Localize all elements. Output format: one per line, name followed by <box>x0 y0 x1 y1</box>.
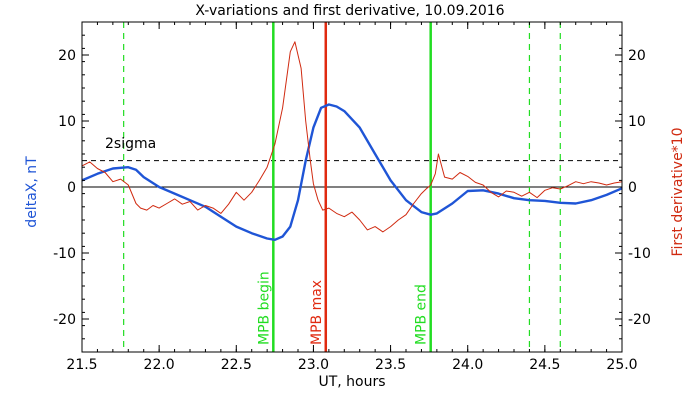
x-tick-label: 23.0 <box>298 357 329 373</box>
vertical-markers: MPB begin MPB max MPB end <box>123 22 561 352</box>
series-layer <box>81 41 623 242</box>
y-tick-label-left: -20 <box>53 312 76 328</box>
y-tick-label-left: 20 <box>58 48 76 64</box>
vline-label-mpb-end: MPB end <box>414 284 430 345</box>
y-tick-label-left: 0 <box>67 180 76 196</box>
x-tick-label: 24.5 <box>529 357 560 373</box>
chart-title: X-variations and first derivative, 10.09… <box>195 3 504 19</box>
y-tick-label-left: 10 <box>58 114 76 130</box>
x-tick-label: 22.5 <box>221 357 252 373</box>
y-tick-label-left: -10 <box>53 246 76 262</box>
vline-label-mpb-begin: MPB begin <box>256 271 272 345</box>
threshold-layer <box>82 160 622 188</box>
y-tick-label-right: -20 <box>628 312 651 328</box>
series-deltaX <box>81 103 623 242</box>
y-tick-label-right: 20 <box>628 48 646 64</box>
x-axis-label: UT, hours <box>318 374 385 390</box>
y-tick-label-right: -10 <box>628 246 651 262</box>
y-axis-label-left: deltaX, nT <box>24 156 40 228</box>
threshold-label: 2sigma <box>105 136 156 152</box>
y-tick-label-right: 0 <box>628 180 637 196</box>
x-tick-label: 24.0 <box>452 357 483 373</box>
x-tick-label: 23.5 <box>375 357 406 373</box>
series-derivative <box>81 41 623 233</box>
x-tick-label: 21.5 <box>66 357 97 373</box>
axes-layer: 21.5 22.0 22.5 23.0 23.5 24.0 24.5 25.0 20 20 10 10… <box>53 21 651 373</box>
x-tick-label: 22.0 <box>144 357 175 373</box>
y-axis-label-right: First derivative*10 <box>670 127 686 256</box>
y-tick-label-right: 10 <box>628 114 646 130</box>
x-tick-label: 25.0 <box>606 357 637 373</box>
vline-label-mpb-max: MPB max <box>309 280 325 345</box>
